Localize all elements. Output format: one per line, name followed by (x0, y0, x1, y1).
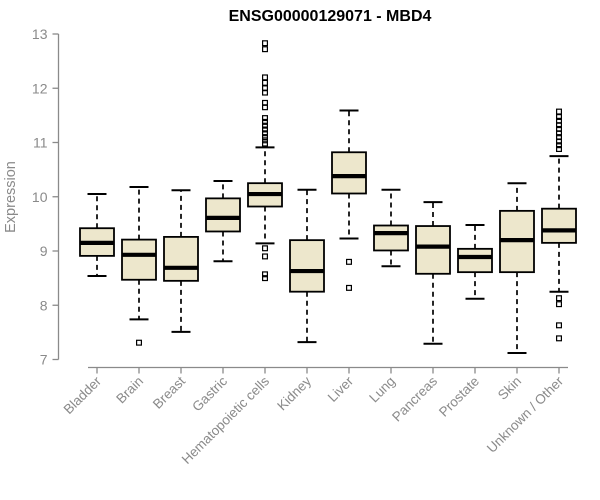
iqr-box (205, 197, 241, 233)
x-tick-label-kidney: Kidney (274, 373, 314, 413)
outlier-point (262, 89, 269, 96)
outlier-point (262, 134, 269, 141)
x-tick-label-bladder: Bladder (61, 373, 105, 417)
outlier-point (262, 140, 269, 147)
outlier-point (346, 258, 353, 265)
outlier-point (136, 339, 143, 346)
iqr-box (331, 151, 367, 195)
outlier-point (555, 322, 562, 329)
iqr-box (457, 247, 493, 274)
y-tick-label-10: 10 (32, 189, 48, 205)
outlier-point (555, 146, 562, 153)
outlier-point (555, 130, 562, 137)
outlier-point (262, 130, 269, 137)
outlier-point (555, 301, 562, 308)
iqr-box (415, 225, 451, 275)
y-tick-label-11: 11 (33, 135, 48, 151)
outlier-point (555, 138, 562, 145)
x-tick-label-liver: Liver (325, 373, 357, 405)
outlier-point (262, 46, 269, 53)
boxplot-lung (373, 188, 409, 268)
outlier-point (262, 275, 269, 282)
outlier-point (555, 108, 562, 115)
outlier-point (262, 115, 269, 122)
outlier-point (262, 271, 269, 278)
boxplot-prostate (457, 223, 493, 300)
boxplot-liver (331, 109, 367, 291)
x-tick-label-gastric: Gastric (189, 373, 230, 414)
iqr-box (541, 207, 577, 244)
outlier-point (262, 122, 269, 129)
iqr-box (373, 224, 409, 252)
boxplot-bladder (79, 193, 115, 277)
outlier-point (262, 104, 269, 111)
boxplot-unknown-other (541, 108, 577, 342)
outlier-point (555, 142, 562, 149)
x-tick-label-unknown-other: Unknown / Other (484, 373, 567, 456)
outlier-point (262, 137, 269, 144)
x-tick-label-lung: Lung (366, 374, 398, 406)
outlier-point (262, 40, 269, 47)
boxplot-breast (163, 189, 199, 333)
boxplot-skin (499, 182, 535, 354)
outlier-point (555, 114, 562, 121)
x-tick-label-prostate: Prostate (436, 374, 482, 420)
outlier-point (555, 295, 562, 302)
outlier-point (346, 284, 353, 291)
x-tick-label-brain: Brain (113, 374, 146, 407)
boxes-layer (79, 40, 577, 354)
y-axis-title: Expression (3, 161, 19, 233)
boxplot-brain (121, 185, 157, 346)
outlier-point (262, 245, 269, 252)
outlier-point (262, 253, 269, 260)
boxplot-hematopoietic-cells (247, 40, 283, 282)
outlier-point (262, 74, 269, 81)
chart-title: ENSG00000129071 - MBD4 (229, 8, 432, 25)
y-tick-label-13: 13 (32, 26, 48, 42)
boxplot-pancreas (415, 201, 451, 345)
x-tick-label-skin: Skin (495, 374, 524, 403)
iqr-box (163, 235, 199, 282)
y-tick-label-8: 8 (40, 297, 48, 313)
outlier-point (262, 118, 269, 125)
iqr-box (289, 239, 325, 293)
iqr-box (121, 238, 157, 281)
outlier-point (555, 335, 562, 342)
y-axis: 7 8 9 10 11 12 13 (32, 26, 60, 368)
boxplot-kidney (289, 188, 325, 344)
x-tick-label-breast: Breast (150, 373, 188, 411)
y-tick-label-12: 12 (32, 80, 48, 96)
outlier-point (262, 126, 269, 133)
y-tick-label-7: 7 (40, 352, 48, 368)
x-tick-label-pancreas: Pancreas (389, 373, 440, 424)
outlier-point (555, 122, 562, 129)
outlier-point (262, 79, 269, 86)
y-tick-label-9: 9 (40, 243, 48, 259)
boxplot-gastric (205, 180, 241, 263)
